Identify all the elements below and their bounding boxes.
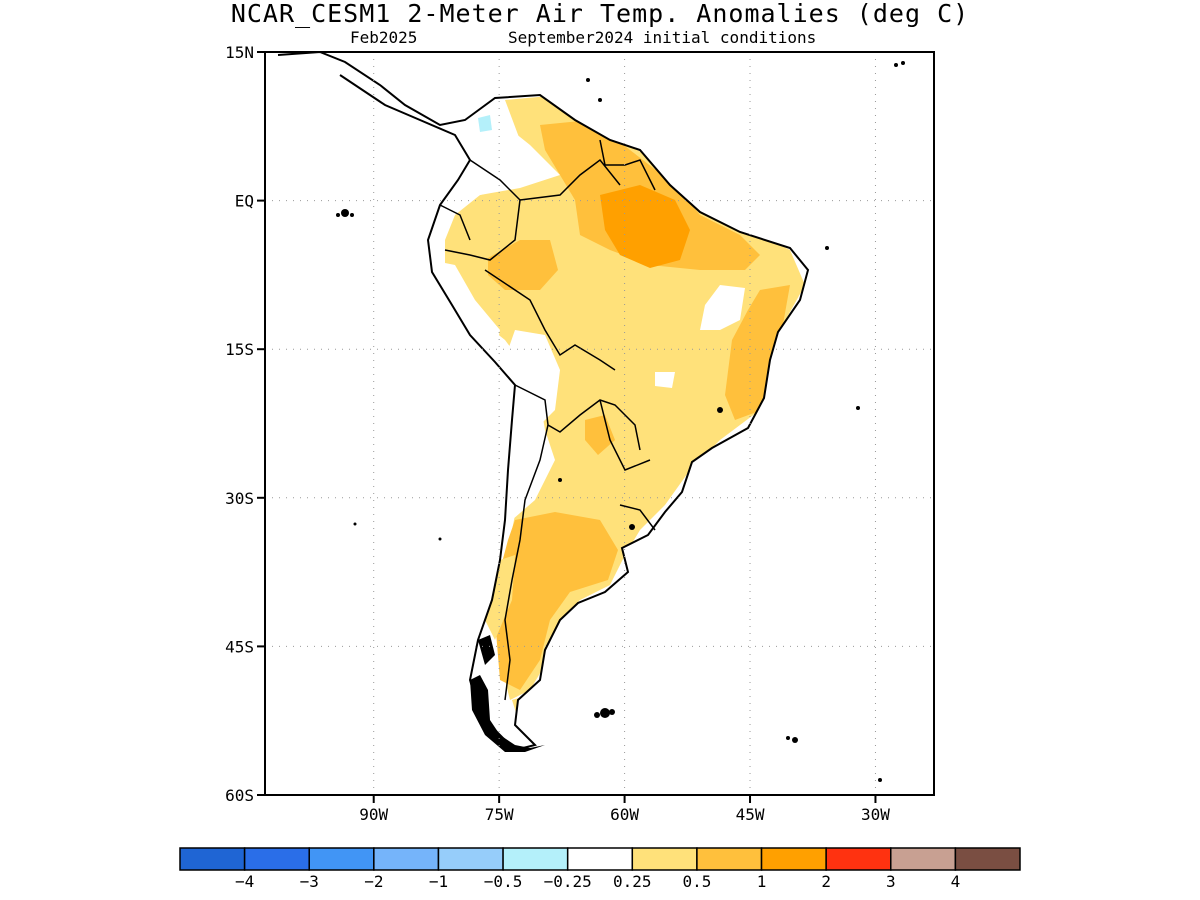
- anomaly-fill-neutral-peru-coast: [430, 260, 500, 355]
- axis-ticks: [257, 51, 877, 803]
- lat-tick-label: 30S: [225, 489, 254, 508]
- colorbar-swatch: [243, 847, 310, 871]
- colorbar-label: 4: [951, 872, 961, 891]
- longitude-labels: 90W 75W 60W 45W 30W: [359, 805, 890, 824]
- colorbar-labels: −4 −3 −2 −1 −0.5 −0.25 0.25 0.5 1 2 3 4: [235, 872, 960, 891]
- colorbar-label: −3: [300, 872, 319, 891]
- lat-tick-label: 15N: [225, 43, 254, 62]
- anomaly-fill-0-5-to-1-south: [495, 512, 618, 690]
- anomaly-fill-neutral-central: [655, 372, 675, 388]
- lon-tick-label: 45W: [736, 805, 765, 824]
- colorbar-swatch: [179, 847, 246, 871]
- fjord-coast: [470, 635, 545, 752]
- colorbar: [179, 847, 1021, 871]
- colorbar-label: −0.5: [484, 872, 523, 891]
- anomaly-fill-0-5-to-1-west: [488, 240, 558, 290]
- colorbar-swatch: [696, 847, 763, 871]
- anomaly-fill-0-5-to-1-east: [725, 285, 790, 420]
- graticule: [265, 52, 934, 795]
- anomaly-fill-1-to-2: [600, 185, 690, 268]
- lon-tick-label: 60W: [610, 805, 639, 824]
- anomaly-fill-0-5-to-1-parana: [585, 415, 615, 455]
- initial-conditions: September2024 initial conditions: [508, 28, 817, 47]
- colorbar-label: −1: [429, 872, 448, 891]
- anomaly-fill-neutral-brazil: [700, 285, 745, 330]
- colorbar-label: 2: [821, 872, 831, 891]
- colorbar-label: −4: [235, 872, 254, 891]
- lat-tick-label: EQ: [235, 192, 254, 211]
- colorbar-swatch: [890, 847, 957, 871]
- latitude-labels: 15N EQ 15S 30S 45S 60S: [225, 43, 254, 805]
- colorbar-label: 3: [886, 872, 896, 891]
- colorbar-label: 1: [757, 872, 767, 891]
- colorbar-swatch: [308, 847, 375, 871]
- colorbar-swatch: [566, 847, 634, 871]
- anomaly-fill-south-tip-light: [485, 555, 515, 640]
- colorbar-swatch: [373, 847, 440, 871]
- colorbar-label: −0.25: [544, 872, 592, 891]
- colorbar-swatch: [954, 847, 1021, 871]
- colorbar-swatch: [760, 847, 827, 871]
- plot-frame: [264, 51, 935, 796]
- anomaly-fill-neutral-colombia: [440, 125, 560, 210]
- colorbar-swatch: [437, 847, 504, 871]
- islands: [336, 61, 905, 782]
- lat-tick-label: 45S: [225, 637, 254, 656]
- map-title: NCAR_CESM1 2-Meter Air Temp. Anomalies (…: [230, 0, 970, 28]
- forecast-month: Feb2025: [350, 28, 418, 47]
- colorbar-swatch: [502, 847, 569, 871]
- lat-tick-label: 15S: [225, 340, 254, 359]
- anomaly-fill-negative-small: [478, 115, 492, 132]
- lon-tick-label: 30W: [861, 805, 890, 824]
- colorbar-swatch: [631, 847, 698, 871]
- anomaly-fill-neutral-andes: [508, 330, 560, 425]
- colorbar-swatch: [825, 847, 892, 871]
- colorbar-label: 0.5: [682, 872, 711, 891]
- coastline: [277, 50, 810, 752]
- lon-tick-label: 75W: [485, 805, 514, 824]
- lon-tick-label: 90W: [359, 805, 388, 824]
- colorbar-label: 0.25: [613, 872, 652, 891]
- lat-tick-label: 60S: [225, 786, 254, 805]
- colorbar-label: −2: [364, 872, 383, 891]
